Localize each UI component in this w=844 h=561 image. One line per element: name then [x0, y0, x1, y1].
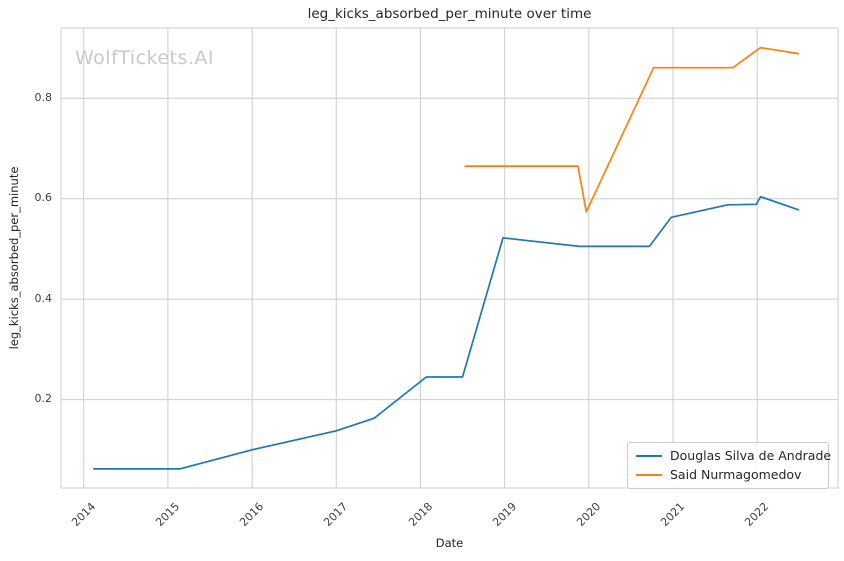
chart-title: leg_kicks_absorbed_per_minute over time: [307, 6, 592, 22]
series-line-0: [92, 195, 800, 470]
legend-line-swatch: [636, 454, 662, 457]
legend-label: Said Nurmagomedov: [670, 467, 802, 482]
legend-label: Douglas Silva de Andrade: [670, 448, 832, 463]
axes-frame: [60, 27, 839, 489]
legend-entry: Said Nurmagomedov: [636, 467, 820, 482]
series-line-1: [464, 46, 800, 213]
legend-line-swatch: [636, 473, 662, 476]
watermark: WolfTickets.AI: [75, 47, 215, 69]
legend: Douglas Silva de Andrade Said Nurmagomed…: [627, 442, 831, 489]
x-axis-label: Date: [435, 536, 464, 550]
y-axis-label: leg_kicks_absorbed_per_minute: [7, 166, 21, 350]
legend-entry: Douglas Silva de Andrade: [636, 448, 831, 463]
